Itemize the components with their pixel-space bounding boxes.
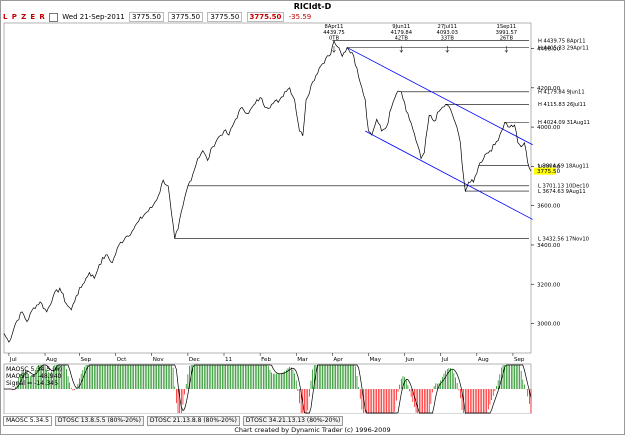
x-tick-label: Aug xyxy=(46,357,57,363)
pivot-annotation-text: 0TB xyxy=(329,36,339,42)
pivot-annotation-text: 26TB xyxy=(500,36,514,42)
pivot-annotation-text: 4439.75 xyxy=(323,30,344,36)
level-label: H 4179.84 9Jun11 xyxy=(538,90,585,96)
pivot-arrowhead xyxy=(504,49,509,53)
oscillator-panel xyxy=(3,363,532,414)
pivot-annotation-text: 8Apr11 xyxy=(325,24,344,30)
bar-open-value: 3775.50 xyxy=(128,12,164,22)
chart-footer: Chart created by Dynamic Trader (c) 1996… xyxy=(234,426,391,434)
pivot-arrowhead xyxy=(399,49,404,53)
x-tick-label: Apr xyxy=(333,357,343,363)
last-price-marker xyxy=(534,167,556,175)
window-title: RICIdt-D xyxy=(293,2,332,11)
toolbar-button-z[interactable]: Z xyxy=(21,13,27,21)
pivot-annotation-text: 4093.03 xyxy=(437,30,458,36)
x-tick-label: Aug xyxy=(478,357,489,363)
oscillator-label: MAOSC = -48.940 xyxy=(6,373,62,380)
pivot-annotation-text: 9Jun11 xyxy=(392,24,410,30)
price-chart[interactable]: 3000.00 3200.00 3400.00 3600.00 3800.00 4000.… xyxy=(1,1,624,414)
y-tick-label: 3400.00 xyxy=(537,243,561,249)
x-tick-label: Nov xyxy=(153,357,165,363)
tab-dtosc-13[interactable]: DTOSC 13.8.5.5 (80%-20%) xyxy=(54,416,144,426)
y-tick-label: 4200.00 xyxy=(537,86,561,92)
x-tick-label: Sep xyxy=(81,357,92,363)
x-tick-label: Jul xyxy=(441,357,449,363)
bar-date: Wed 21-Sep-2011 xyxy=(62,13,125,21)
bar-close-value: 3775.50 xyxy=(246,12,285,22)
toolbar-checkbox[interactable] xyxy=(49,12,59,22)
pivot-annotation-text: 42TB xyxy=(395,36,409,42)
x-tick-label: May xyxy=(369,357,381,363)
channel-upper-line xyxy=(346,47,533,146)
oscillator-label: MAOSC 5.34.5 (w) xyxy=(6,366,62,373)
x-tick-label: Jul xyxy=(9,357,17,363)
pivot-arrowhead xyxy=(332,49,336,53)
tab-dtosc-21[interactable]: DTOSC 21.13.8.8 (80%-20%) xyxy=(146,416,240,426)
indicator-tabs: MAOSC 5.34.5 DTOSC 13.8.5.5 (80%-20%) DT… xyxy=(3,416,344,426)
toolbar-button-p[interactable]: P xyxy=(11,13,17,21)
tab-maosc[interactable]: MAOSC 5.34.5 xyxy=(3,416,52,426)
oscillator-label: Signal = -14.345 xyxy=(6,380,58,387)
level-label: L 3674.63 9Aug11 xyxy=(538,189,586,195)
pivot-annotation-text: 1Sep11 xyxy=(497,24,517,30)
toolbar-button-r[interactable]: R xyxy=(39,13,45,21)
toolbar-button-l[interactable]: L xyxy=(3,13,8,21)
pivot-annotation-text: 4179.84 xyxy=(391,30,413,36)
y-tick-label: 3800.00 xyxy=(537,164,561,170)
x-tick-label: Dec xyxy=(189,357,200,363)
y-tick-label: 3600.00 xyxy=(537,204,561,210)
chart-toolbar: L P Z E R Wed 21-Sep-2011 3775.50 3775.5… xyxy=(3,12,313,23)
y-tick-label: 3200.00 xyxy=(537,282,561,288)
x-tick-label: Mar xyxy=(297,357,308,363)
bar-high-value: 3775.50 xyxy=(168,12,204,22)
y-tick-label: 3000.00 xyxy=(537,322,561,328)
tab-dtosc-34[interactable]: DTOSC 34.21.13.13 (80%-20%) xyxy=(242,416,344,426)
price-panel xyxy=(3,22,532,354)
channel-lower-line xyxy=(364,130,533,220)
last-price-label: 3775.50 xyxy=(537,169,561,175)
oscillator-signal-line xyxy=(4,364,532,414)
pivot-annotation-text: 27Jul11 xyxy=(438,24,457,30)
bar-change-value: -35.59 xyxy=(288,13,312,21)
x-tick-label: 11 xyxy=(225,357,233,363)
level-label: H 4439.75 8Apr11 xyxy=(538,39,586,45)
y-tick-label: 4400.00 xyxy=(537,47,561,53)
pivot-annotation-text: 3991.57 xyxy=(496,30,517,36)
x-tick-label: Oct xyxy=(117,357,127,363)
level-label: H 4024.09 31Aug11 xyxy=(538,120,590,126)
x-tick-label: Feb xyxy=(261,357,271,363)
toolbar-button-e[interactable]: E xyxy=(30,13,36,21)
level-label: L 3701.13 10Dec10 xyxy=(538,184,589,190)
x-tick-label: Sep xyxy=(514,357,525,363)
price-series-line xyxy=(3,39,532,343)
level-label: H 4405.33 29Apr11 xyxy=(538,45,589,51)
level-label: H 4115.83 26Jul11 xyxy=(538,102,586,108)
bar-low-value: 3775.50 xyxy=(207,12,243,22)
x-tick-label: Jun xyxy=(405,357,415,363)
pivot-annotation-text: 33TB xyxy=(441,36,455,42)
level-label: L 3804.69 18Aug11 xyxy=(538,163,589,169)
level-label: L 3432.56 17Nov10 xyxy=(538,236,589,242)
pivot-arrowhead xyxy=(445,49,449,53)
y-tick-label: 4000.00 xyxy=(537,125,561,131)
